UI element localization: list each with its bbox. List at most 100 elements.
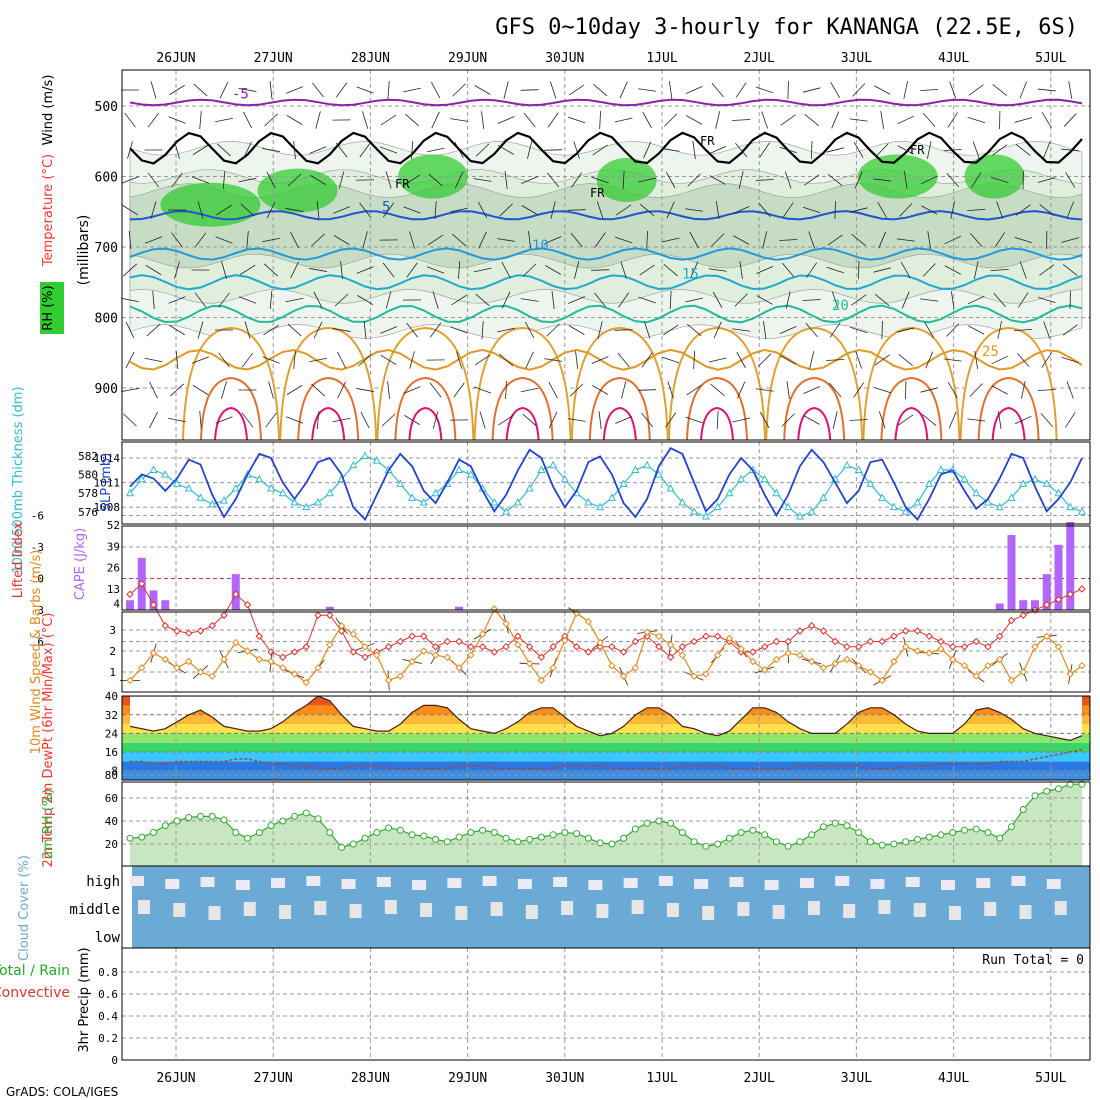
cape-tick: 13: [107, 583, 120, 596]
temp-contour-35: [214, 406, 248, 441]
wind-barb: [551, 291, 555, 309]
rh-marker: [949, 829, 957, 836]
cloud-gap: [764, 880, 779, 890]
wind-speed-marker: [690, 672, 698, 680]
li-marker: [1054, 595, 1063, 604]
temperature-axis-label: Temperature (°C): [41, 154, 56, 267]
wind-barb: [663, 263, 678, 277]
rh-marker: [537, 833, 545, 841]
wind-barb: [501, 261, 511, 279]
wind-barb: [567, 116, 586, 124]
rh-marker: [714, 840, 722, 848]
wind-barb: [638, 177, 656, 183]
precip-tick: 0.2: [98, 1032, 118, 1045]
wind-barb: [521, 205, 538, 215]
temp-contour-label: 25: [982, 344, 999, 360]
wind-speed-marker: [796, 651, 804, 659]
wind-frame: [121, 611, 1091, 693]
rh-marker: [220, 816, 228, 824]
thickness-marker: [1054, 488, 1063, 497]
wind-barb: [241, 412, 254, 428]
wind-barb: [125, 351, 135, 369]
wind-barb: [498, 414, 514, 426]
wind-barb: [147, 112, 160, 128]
wind-speed-marker: [420, 647, 428, 655]
wind-barb: [947, 382, 958, 398]
temp-contour-label: 20: [832, 298, 849, 314]
thickness-marker: [701, 511, 710, 520]
li-marker: [220, 611, 228, 619]
wind-barb: [168, 116, 186, 124]
li-marker: [126, 590, 134, 598]
wind-barb: [1017, 352, 1030, 368]
wind-barb: [452, 233, 467, 247]
wind-barb: [192, 144, 209, 156]
rh-marker: [808, 831, 816, 839]
wind-barb: [738, 171, 744, 189]
wind-barb: [168, 296, 186, 304]
cape-bar: [1007, 535, 1016, 610]
wind-barb: [638, 296, 656, 304]
wind-barb: [619, 81, 628, 99]
li-marker: [161, 622, 169, 630]
wind-barb: [622, 170, 625, 190]
thickness-marker: [772, 488, 781, 497]
wind-barb: [708, 268, 727, 272]
wind-barb: [732, 205, 750, 215]
wind-barb: [620, 261, 627, 279]
wind-barb: [830, 82, 841, 98]
wind-barb: [638, 389, 657, 391]
wind-barb: [290, 261, 299, 279]
rh-marker: [678, 829, 686, 836]
thickness-marker: [983, 497, 993, 506]
date-label-top: 5JUL: [1035, 51, 1066, 66]
wind-barb: [199, 410, 202, 430]
thickness-marker: [208, 499, 217, 508]
wind-speed-marker: [1007, 676, 1016, 685]
wind-speed-marker: [596, 638, 604, 647]
thickness-marker: [267, 483, 276, 492]
wind-barb: [218, 352, 230, 368]
wind-barb: [426, 266, 445, 274]
wind-barb: [661, 148, 680, 152]
wind-barb: [127, 141, 133, 159]
cloud-gap: [306, 876, 321, 886]
rh-marker: [855, 829, 863, 836]
wind-speed-marker: [737, 645, 745, 653]
wind-barb: [711, 82, 724, 98]
li-marker: [608, 643, 616, 651]
rh-marker: [596, 839, 604, 847]
thickness-marker: [760, 474, 769, 483]
wind-barb: [521, 176, 539, 184]
wind-barb: [287, 323, 302, 337]
rh-marker: [197, 812, 205, 820]
wind-barb: [693, 350, 696, 370]
cloud-gap: [314, 901, 327, 915]
wind-speed-marker: [384, 676, 393, 685]
li-tick: 0: [37, 573, 44, 586]
cloud-gap: [913, 903, 926, 917]
li-marker: [361, 653, 369, 661]
cloud-gap: [843, 904, 856, 918]
thickness-marker: [643, 460, 652, 469]
li-marker: [807, 622, 816, 630]
cape-tick: 52: [107, 519, 120, 532]
wind-barb: [762, 231, 768, 249]
wind-barb: [568, 84, 585, 96]
wind-barb: [592, 385, 609, 395]
wind-speed-marker: [913, 647, 922, 655]
wind-barb: [901, 291, 910, 309]
temp-contour-25: [279, 326, 378, 441]
wind-barb: [874, 354, 890, 366]
wind-barb: [385, 291, 392, 309]
wind-barb: [452, 83, 466, 97]
wind-speed-marker: [666, 640, 675, 649]
temp-contour-35: [311, 406, 346, 441]
temp-contour-label: 10: [532, 238, 549, 254]
thickness-marker: [419, 497, 428, 506]
wind-barb: [313, 291, 323, 309]
wind-barb: [739, 261, 743, 279]
li-marker: [326, 611, 334, 619]
wind-barb: [501, 291, 511, 309]
wind-barb: [715, 111, 721, 129]
